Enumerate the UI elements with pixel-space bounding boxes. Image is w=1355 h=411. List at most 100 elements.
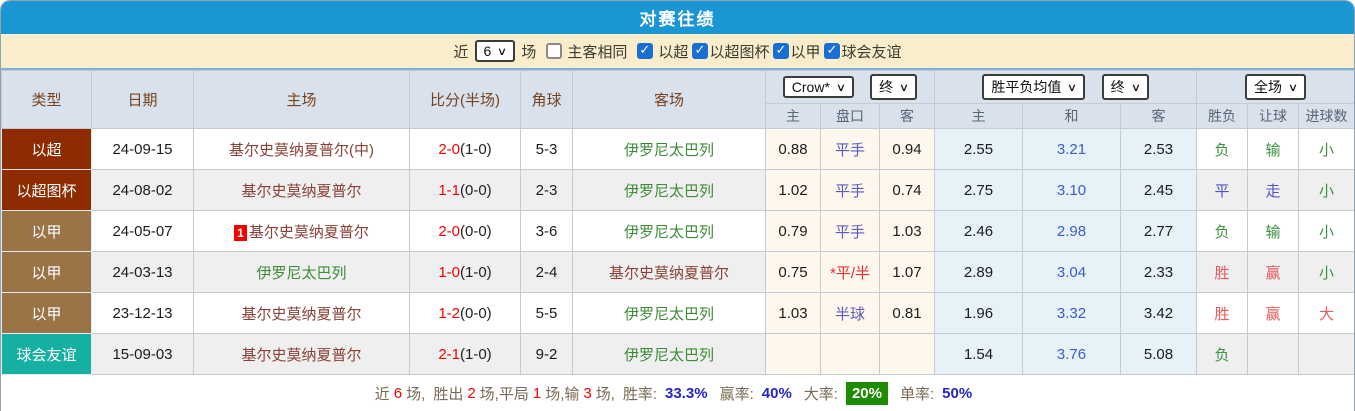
summary-losses: 3 [583,385,592,402]
avg-state-select[interactable]: 终 ∨ [1101,74,1149,100]
full-time-score: 2-0 [438,222,460,240]
scope-value: 全场 [1253,79,1282,95]
avg-away-cell: 2.33 [1120,251,1197,293]
chevron-down-icon: ∨ [1130,81,1141,94]
odds-away-cell: 0.81 [879,292,935,334]
away-team: 伊罗尼太巴列 [572,210,766,252]
avg-draw-cell: 2.98 [1022,210,1121,252]
near-label: 近 [453,43,469,61]
goals-result-cell: 小 [1298,169,1354,211]
goals-result-cell: 小 [1298,251,1354,293]
summary-win-rate-label: 胜率: [622,386,658,403]
score-cell: 2-0(1-0) [409,128,521,170]
odds-state-select[interactable]: 终 ∨ [870,74,918,100]
avg-away-cell: 5.08 [1120,333,1197,375]
match-date: 24-09-15 [91,128,194,170]
odds-home-cell: 0.79 [765,210,821,252]
full-time-score: 1-1 [438,181,460,199]
full-time-score: 1-0 [438,263,460,281]
summary-win-label: 胜出 [433,386,464,403]
summary-big-rate-badge: 20% [845,382,888,405]
home-team: 1 基尔史莫纳夏普尔 [193,210,410,252]
result-cell: 负 [1196,210,1248,252]
avg-draw-cell: 3.76 [1022,333,1121,375]
subheader-avg-home: 主 [934,103,1023,129]
goals-result-cell: 小 [1298,128,1354,170]
home-team: 基尔史莫纳夏普尔 [193,169,410,211]
odds-away-cell: 0.74 [879,169,935,211]
half-time-score: (1-0) [460,140,492,158]
result-cell: 胜 [1196,292,1248,334]
summary-games-comma: 场, [406,386,426,403]
avg-home-cell: 2.46 [934,210,1023,252]
league-checkbox-cup[interactable] [692,42,709,59]
odds-dropdown-cell: Crow* ∨ 终 ∨ [765,70,935,104]
games-count-select[interactable]: 6 ∨ [474,40,516,62]
corner-cell: 9-2 [520,333,573,375]
rank-badge: 1 [234,224,247,241]
chevron-down-icon: ∨ [835,81,847,94]
handicap-result-cell: 赢 [1247,292,1299,334]
goals-result-cell: 小 [1298,210,1354,252]
league-checkbox-leumit[interactable] [773,42,790,59]
summary-single-rate-label: 单率: [900,386,935,403]
avg-away-cell: 2.53 [1120,128,1197,170]
col-header-home: 主场 [193,70,410,129]
avg-draw-cell: 3.32 [1022,292,1121,334]
half-time-score: (0-0) [460,304,492,322]
same-venue-checkbox[interactable] [546,43,563,59]
league-label-friendly: 球会友谊 [841,43,902,61]
match-type-cell: 以超 [1,128,92,170]
handicap-cell [820,333,880,375]
handicap-cell: *平/半 [820,251,880,293]
subheader-goals: 进球数 [1298,103,1354,129]
result-cell: 负 [1196,128,1248,170]
col-header-score: 比分(半场) [409,70,521,129]
half-time-score: (0-0) [460,222,492,240]
subheader-handicap: 盘口 [820,103,880,129]
subheader-odds-home: 主 [765,103,821,129]
col-header-date: 日期 [91,70,194,129]
bookmaker-select[interactable]: Crow* ∨ [782,76,854,98]
col-header-type: 类型 [1,70,92,129]
score-cell: 1-1(0-0) [409,169,521,211]
league-checkbox-epl[interactable] [637,42,654,59]
games-count-value: 6 [483,43,492,59]
away-team: 伊罗尼太巴列 [572,128,766,170]
games-label: 场 [521,43,537,61]
league-label-cup: 以超图杯 [709,43,770,61]
handicap-result-cell [1247,333,1299,375]
odds-away-cell: 1.03 [879,210,935,252]
league-checkbox-friendly[interactable] [824,42,841,59]
odds-away-cell [879,333,935,375]
full-time-score: 1-2 [438,304,460,322]
corner-cell: 2-4 [520,251,573,293]
match-date: 23-12-13 [91,292,194,334]
result-cell: 负 [1196,333,1248,375]
same-venue-label: 主客相同 [567,43,628,61]
page-title: 对赛往绩 [639,10,716,29]
subheader-result: 胜负 [1196,103,1248,129]
home-team: 基尔史莫纳夏普尔 [193,333,410,375]
summary-total-games: 6 [393,385,403,402]
goals-result-cell: 大 [1298,292,1354,334]
away-team: 伊罗尼太巴列 [572,333,766,375]
full-time-score: 2-1 [438,345,460,363]
match-date: 24-05-07 [91,210,194,252]
home-team: 基尔史莫纳夏普尔 [193,292,410,334]
match-row: 以甲 24-03-13 伊罗尼太巴列 1-0(1-0) 2-4 基尔史莫纳夏普尔… [1,251,1354,293]
match-type-cell: 以超图杯 [1,169,92,211]
summary-win-suffix: 场,平局 [479,386,529,403]
avg-type-select[interactable]: 胜平负均值 ∨ [982,74,1086,100]
corner-cell: 5-5 [520,292,573,334]
odds-away-cell: 1.07 [879,251,935,293]
avg-state-value: 终 [1110,79,1125,95]
match-row: 以甲 23-12-13 基尔史莫纳夏普尔 1-2(0-0) 5-5 伊罗尼太巴列… [1,292,1354,334]
scope-select[interactable]: 全场 ∨ [1244,74,1307,100]
handicap-cell: 平手 [820,210,880,252]
match-type-cell: 以甲 [1,251,92,293]
summary-draw-suffix: 场,输 [545,386,580,403]
summary-loss-suffix: 场, [595,386,615,403]
summary-odds-win-rate: 40% [761,385,792,402]
league-label-leumit: 以甲 [790,43,821,61]
